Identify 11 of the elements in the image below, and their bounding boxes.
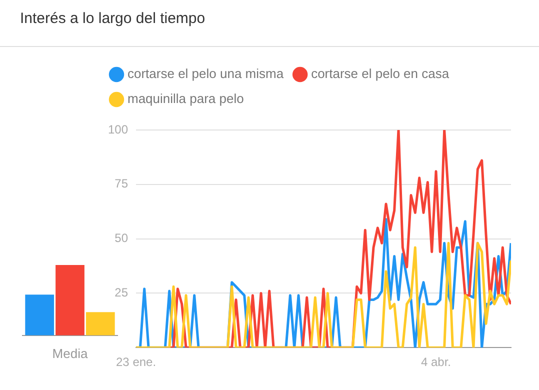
x-tick-label: Media	[52, 346, 88, 361]
x-tick-label: 23 ene.	[116, 355, 156, 370]
legend-label: maquinilla para pelo	[128, 91, 244, 106]
y-tick-label: 75	[114, 176, 128, 191]
y-tick-label: 50	[114, 231, 128, 246]
legend-label: cortarse el pelo en casa	[311, 66, 450, 82]
legend-label: cortarse el pelo una misma	[128, 66, 284, 82]
chart-title: Interés a lo largo del tiempo	[20, 10, 206, 27]
x-tick-label: 4 abr.	[420, 355, 452, 370]
y-tick-label: 100	[108, 122, 128, 136]
y-tick-label: 25	[114, 286, 128, 300]
